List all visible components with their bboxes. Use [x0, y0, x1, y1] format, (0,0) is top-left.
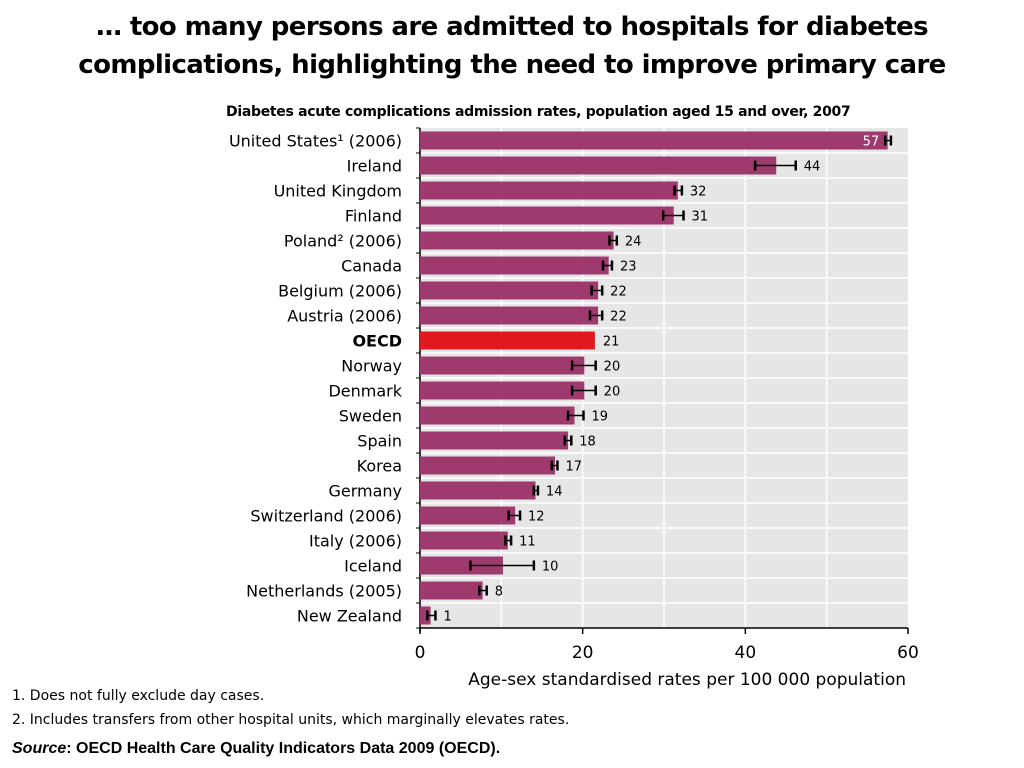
category-label: Sweden — [339, 407, 402, 426]
slide-title-line-1: … too many persons are admitted to hospi… — [95, 12, 929, 42]
bar — [420, 356, 585, 375]
x-tick-label: 40 — [735, 643, 757, 663]
bar — [420, 606, 431, 625]
category-label: Canada — [341, 257, 402, 276]
category-label: Ireland — [347, 157, 402, 176]
value-label: 18 — [579, 435, 596, 450]
value-label: 19 — [591, 410, 608, 425]
slide-title-line-2: complications, highlighting the need to … — [78, 50, 946, 80]
bar — [420, 256, 609, 275]
category-label: Netherlands (2005) — [246, 582, 402, 601]
value-label: 31 — [692, 210, 709, 225]
value-label: 11 — [519, 535, 536, 550]
category-label: Norway — [341, 357, 402, 376]
category-label: Germany — [328, 482, 402, 501]
category-label: United Kingdom — [274, 182, 402, 201]
bar — [420, 506, 516, 525]
slide-title: … too many persons are admitted to hospi… — [0, 8, 1024, 84]
category-label: Iceland — [344, 557, 402, 576]
category-label: Italy (2006) — [309, 532, 402, 551]
bar — [420, 181, 678, 200]
category-label: OECD — [352, 332, 402, 351]
bar — [420, 406, 575, 425]
footnote-2: 2. Includes transfers from other hospita… — [12, 712, 570, 728]
value-label: 57 — [863, 135, 880, 150]
value-label: 44 — [804, 160, 821, 175]
category-label: Poland² (2006) — [284, 232, 402, 251]
category-label: New Zealand — [297, 607, 402, 626]
bar — [420, 306, 599, 325]
x-tick-label: 20 — [572, 643, 594, 663]
bar — [420, 231, 614, 250]
bar — [420, 381, 585, 400]
footnote-1: 1. Does not fully exclude day cases. — [12, 688, 265, 704]
bar — [420, 131, 888, 150]
bar — [420, 331, 595, 350]
value-label: 20 — [604, 385, 621, 400]
category-label: United States¹ (2006) — [229, 132, 402, 151]
bar — [420, 431, 569, 450]
source-label: Source — [12, 740, 67, 757]
category-label: Finland — [345, 207, 402, 226]
value-label: 14 — [546, 485, 563, 500]
bar — [420, 456, 556, 475]
bar — [420, 481, 536, 500]
value-label: 20 — [604, 360, 621, 375]
x-tick-label: 60 — [897, 643, 919, 663]
x-axis-label: Age-sex standardised rates per 100 000 p… — [468, 670, 906, 690]
bar — [420, 156, 777, 175]
category-label: Denmark — [328, 382, 402, 401]
value-label: 1 — [443, 610, 451, 625]
value-label: 10 — [542, 560, 559, 575]
bar — [420, 206, 674, 225]
value-label: 17 — [565, 460, 582, 475]
chart-title: Diabetes acute complications admission r… — [226, 104, 851, 120]
bar — [420, 531, 508, 550]
value-label: 24 — [625, 235, 642, 250]
source-line: Source: OECD Health Care Quality Indicat… — [12, 740, 500, 758]
bar — [420, 581, 483, 600]
category-label: Switzerland (2006) — [250, 507, 402, 526]
value-label: 12 — [528, 510, 545, 525]
category-label: Korea — [357, 457, 402, 476]
value-label: 8 — [495, 585, 503, 600]
category-label: Spain — [357, 432, 402, 451]
bar — [420, 281, 599, 300]
x-tick-label: 0 — [415, 643, 426, 663]
value-label: 21 — [603, 335, 620, 350]
category-label: Belgium (2006) — [278, 282, 402, 301]
value-label: 32 — [690, 185, 707, 200]
value-label: 22 — [610, 285, 627, 300]
bar-chart: 0 20 40 60 Age-sex standardised rates per 10… — [229, 127, 919, 690]
bar — [420, 556, 503, 575]
source-text: : OECD Health Care Quality Indicators Da… — [66, 740, 501, 757]
value-label: 23 — [620, 260, 637, 275]
category-label: Austria (2006) — [287, 307, 402, 326]
value-label: 22 — [610, 310, 627, 325]
